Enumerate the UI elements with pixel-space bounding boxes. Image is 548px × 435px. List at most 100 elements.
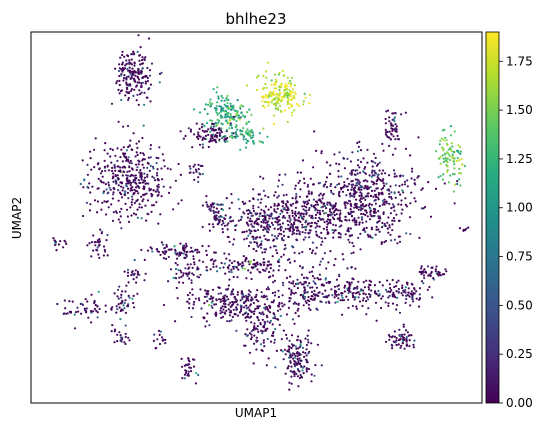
scatter-point-cluster-1 [283,95,286,98]
scatter-point-cluster-14 [264,269,267,272]
scatter-point-cluster-6 [130,201,133,204]
scatter-point-cluster-17 [210,304,213,307]
scatter-point-cluster-10 [278,223,282,226]
scatter-point-cluster-0 [127,69,130,72]
scatter-point-cluster-23 [96,316,99,319]
scatter-point-cluster-2 [208,101,211,104]
scatter-point-cluster-9 [344,206,347,209]
scatter-point-cluster-9 [297,229,300,232]
scatter-point-cluster-1 [289,83,292,86]
scatter-point-cluster-8 [374,208,377,211]
scatter-point-cluster-16 [59,240,62,243]
scatter-point-cluster-19 [277,295,280,299]
scatter-point-cluster-34 [467,226,470,229]
scatter-point-cluster-9 [268,224,271,227]
colorbar-tick-label: 1.25 [506,152,533,166]
scatter-point-cluster-6 [128,170,131,173]
scatter-point-cluster-9 [361,221,364,224]
scatter-point-cluster-19 [303,288,307,291]
scatter-point-cluster-21 [413,287,416,290]
scatter-point-cluster-17 [219,292,223,295]
scatter-point-cluster-4 [239,148,242,151]
scatter-point-cluster-18 [266,327,269,330]
scatter-point-cluster-10 [249,217,252,220]
scatter-point-cluster-8 [376,196,379,199]
scatter-point-cluster-4 [260,140,263,143]
scatter-point-cluster-9 [227,253,231,256]
scatter-point-cluster-27 [162,338,165,341]
scatter-point-cluster-9 [300,215,303,218]
scatter-point-cluster-32 [198,172,201,175]
scatter-point-cluster-16 [62,246,65,249]
scatter-point-cluster-19 [272,281,275,284]
scatter-point-cluster-10 [280,226,283,229]
scatter-point-cluster-6 [121,189,124,192]
scatter-point-cluster-17 [186,300,189,303]
scatter-point-cluster-7 [442,173,445,176]
scatter-point-cluster-30 [391,344,394,347]
scatter-point-cluster-10 [263,251,266,254]
scatter-point-cluster-28 [192,365,196,368]
scatter-point-cluster-10 [247,212,250,216]
scatter-point-cluster-29 [297,347,300,350]
scatter-point-cluster-33 [213,210,216,214]
scatter-point-cluster-25 [136,272,139,275]
scatter-point-cluster-19 [289,297,292,300]
scatter-point-cluster-20 [333,285,337,288]
scatter-point-cluster-8 [386,188,389,191]
scatter-point-cluster-8 [443,182,446,185]
scatter-point-cluster-7 [442,157,445,160]
scatter-point-cluster-9 [326,203,329,206]
scatter-point-cluster-6 [180,199,183,202]
scatter-point-cluster-20 [369,295,372,298]
scatter-point-cluster-28 [187,363,190,366]
scatter-point-cluster-20 [363,286,366,289]
scatter-point-cluster-29 [294,354,297,357]
scatter-point-cluster-6 [116,159,119,162]
scatter-point-cluster-19 [324,289,327,292]
scatter-point-cluster-18 [269,340,273,343]
scatter-point-cluster-17 [224,305,227,309]
scatter-point-cluster-2 [228,127,231,130]
scatter-point-cluster-8 [401,189,404,192]
scatter-point-cluster-0 [128,59,131,62]
scatter-point-cluster-7 [460,158,463,161]
scatter-point-cluster-17 [242,313,245,316]
scatter-point-cluster-6 [93,166,96,169]
scatter-point-cluster-9 [314,203,317,206]
scatter-point-cluster-17 [213,303,216,306]
scatter-point-cluster-28 [184,371,188,374]
scatter-point-cluster-2 [220,116,223,119]
scatter-point-cluster-17 [243,306,246,309]
scatter-point-cluster-25 [134,269,137,272]
scatter-point-cluster-9 [327,261,330,264]
scatter-point-cluster-6 [101,175,104,178]
scatter-point-cluster-22 [435,265,438,268]
scatter-point-cluster-4 [250,137,253,140]
scatter-point-cluster-7 [444,136,447,139]
scatter-point-cluster-9 [353,186,356,189]
scatter-point-cluster-10 [243,212,246,215]
scatter-point-cluster-18 [250,330,253,333]
scatter-point-cluster-24 [111,306,114,309]
scatter-point-cluster-10 [252,247,255,251]
scatter-point-cluster-8 [404,147,408,150]
scatter-point-cluster-0 [115,82,118,85]
scatter-point-cluster-14 [212,262,215,266]
scatter-point-cluster-9 [297,181,300,184]
scatter-point-cluster-8 [362,157,365,160]
scatter-point-cluster-18 [271,323,274,326]
scatter-point-cluster-18 [266,320,269,323]
scatter-point-cluster-22 [436,273,439,276]
scatter-point-cluster-9 [328,210,332,213]
scatter-point-cluster-22 [444,268,447,271]
scatter-point-cluster-12 [207,245,210,248]
scatter-point-cluster-0 [158,72,162,75]
scatter-point-cluster-1 [293,96,296,99]
scatter-point-cluster-25 [135,281,138,284]
scatter-point-cluster-9 [319,278,322,281]
scatter-point-cluster-8 [333,264,336,267]
scatter-point-cluster-29 [295,362,298,365]
scatter-point-cluster-25 [132,278,135,281]
scatter-point-cluster-0 [139,63,142,66]
